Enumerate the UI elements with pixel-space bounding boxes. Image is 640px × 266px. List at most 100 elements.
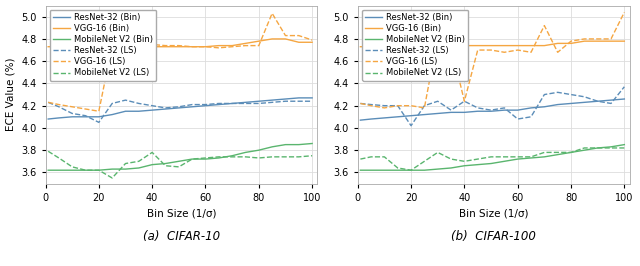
MobileNet V2 (Bin) [621, 143, 628, 146]
Line: MobileNet V2 (Bin): MobileNet V2 (Bin) [48, 143, 312, 170]
MobileNet V2 (Bin) [407, 169, 415, 172]
ResNet-32 (LS) [95, 121, 102, 124]
VGG-16 (Bin) [487, 44, 495, 47]
VGG-16 (LS) [434, 35, 442, 38]
MobileNet V2 (Bin) [44, 169, 52, 172]
ResNet-32 (LS) [242, 102, 250, 105]
VGG-16 (Bin) [108, 45, 116, 48]
MobileNet V2 (LS) [407, 169, 415, 172]
ResNet-32 (Bin) [567, 102, 575, 105]
X-axis label: Bin Size (1/σ): Bin Size (1/σ) [459, 208, 529, 218]
VGG-16 (LS) [461, 100, 468, 103]
MobileNet V2 (LS) [202, 156, 209, 160]
ResNet-32 (LS) [282, 100, 289, 103]
MobileNet V2 (Bin) [500, 160, 508, 163]
VGG-16 (Bin) [500, 44, 508, 47]
ResNet-32 (LS) [541, 93, 548, 96]
VGG-16 (Bin) [175, 45, 182, 48]
VGG-16 (LS) [367, 104, 375, 107]
VGG-16 (LS) [514, 48, 522, 52]
VGG-16 (Bin) [474, 44, 481, 47]
VGG-16 (Bin) [594, 40, 602, 43]
ResNet-32 (Bin) [500, 109, 508, 112]
ResNet-32 (Bin) [188, 105, 196, 108]
VGG-16 (LS) [282, 34, 289, 37]
ResNet-32 (Bin) [68, 115, 76, 118]
ResNet-32 (Bin) [202, 104, 209, 107]
MobileNet V2 (LS) [108, 176, 116, 180]
ResNet-32 (LS) [228, 102, 236, 105]
ResNet-32 (LS) [394, 104, 401, 107]
VGG-16 (LS) [82, 107, 90, 111]
ResNet-32 (Bin) [474, 110, 481, 113]
VGG-16 (Bin) [461, 44, 468, 47]
VGG-16 (Bin) [68, 45, 76, 48]
ResNet-32 (LS) [44, 101, 52, 104]
ResNet-32 (Bin) [420, 113, 428, 116]
MobileNet V2 (LS) [500, 155, 508, 159]
MobileNet V2 (LS) [594, 146, 602, 149]
VGG-16 (Bin) [420, 45, 428, 48]
ResNet-32 (Bin) [162, 107, 170, 111]
Line: ResNet-32 (Bin): ResNet-32 (Bin) [48, 98, 312, 119]
MobileNet V2 (LS) [420, 160, 428, 163]
ResNet-32 (LS) [367, 103, 375, 106]
ResNet-32 (LS) [461, 100, 468, 103]
VGG-16 (Bin) [135, 45, 143, 48]
ResNet-32 (LS) [188, 103, 196, 106]
Line: MobileNet V2 (LS): MobileNet V2 (LS) [48, 151, 312, 178]
VGG-16 (LS) [215, 46, 223, 49]
MobileNet V2 (LS) [447, 157, 455, 161]
MobileNet V2 (Bin) [55, 169, 63, 172]
VGG-16 (LS) [621, 11, 628, 14]
ResNet-32 (Bin) [367, 117, 375, 120]
VGG-16 (LS) [420, 106, 428, 110]
ResNet-32 (LS) [255, 102, 262, 105]
MobileNet V2 (LS) [175, 165, 182, 168]
ResNet-32 (LS) [108, 102, 116, 105]
VGG-16 (LS) [68, 105, 76, 108]
VGG-16 (LS) [607, 37, 615, 40]
VGG-16 (Bin) [621, 40, 628, 43]
MobileNet V2 (LS) [282, 155, 289, 159]
VGG-16 (Bin) [55, 45, 63, 48]
VGG-16 (Bin) [122, 45, 129, 48]
ResNet-32 (LS) [381, 104, 388, 107]
MobileNet V2 (Bin) [162, 162, 170, 165]
MobileNet V2 (LS) [295, 155, 303, 159]
ResNet-32 (Bin) [356, 119, 364, 122]
Line: VGG-16 (Bin): VGG-16 (Bin) [360, 41, 625, 47]
MobileNet V2 (LS) [308, 154, 316, 157]
VGG-16 (Bin) [394, 45, 401, 48]
VGG-16 (Bin) [434, 45, 442, 48]
MobileNet V2 (LS) [554, 151, 561, 154]
ResNet-32 (LS) [122, 98, 129, 102]
VGG-16 (LS) [295, 34, 303, 37]
MobileNet V2 (Bin) [567, 151, 575, 154]
MobileNet V2 (LS) [68, 165, 76, 168]
VGG-16 (LS) [122, 43, 129, 46]
MobileNet V2 (Bin) [255, 149, 262, 152]
MobileNet V2 (Bin) [108, 168, 116, 171]
MobileNet V2 (LS) [44, 150, 52, 153]
ResNet-32 (LS) [500, 106, 508, 110]
VGG-16 (LS) [162, 44, 170, 47]
MobileNet V2 (Bin) [420, 169, 428, 172]
MobileNet V2 (Bin) [527, 156, 535, 160]
VGG-16 (LS) [580, 37, 588, 40]
ResNet-32 (Bin) [594, 100, 602, 103]
ResNet-32 (Bin) [487, 110, 495, 113]
ResNet-32 (LS) [162, 106, 170, 110]
ResNet-32 (LS) [594, 100, 602, 103]
MobileNet V2 (Bin) [135, 166, 143, 169]
VGG-16 (LS) [474, 48, 481, 52]
ResNet-32 (LS) [148, 104, 156, 107]
VGG-16 (Bin) [381, 45, 388, 48]
VGG-16 (LS) [228, 45, 236, 48]
Text: (b)  CIFAR-100: (b) CIFAR-100 [451, 230, 536, 243]
VGG-16 (Bin) [282, 37, 289, 40]
Line: VGG-16 (LS): VGG-16 (LS) [360, 12, 625, 108]
ResNet-32 (Bin) [461, 111, 468, 114]
MobileNet V2 (LS) [135, 160, 143, 163]
VGG-16 (LS) [175, 44, 182, 47]
